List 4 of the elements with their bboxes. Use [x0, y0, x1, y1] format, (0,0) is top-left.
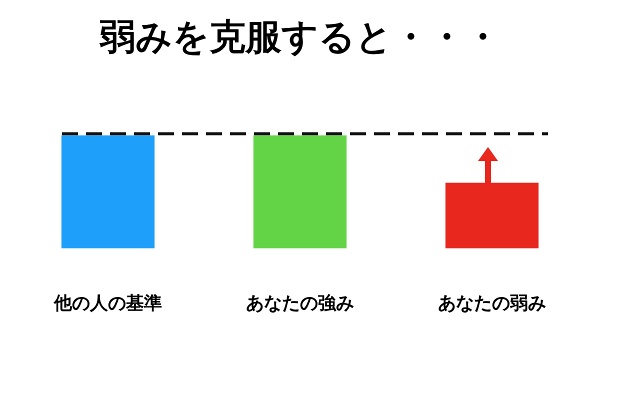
x-tick-label: あなたの強み [246, 292, 354, 314]
x-tick-label: 他の人の基準 [53, 292, 162, 314]
chart-title: 弱みを克服すると・・・ [98, 16, 500, 58]
x-tick-label: あなたの弱み [438, 292, 546, 314]
